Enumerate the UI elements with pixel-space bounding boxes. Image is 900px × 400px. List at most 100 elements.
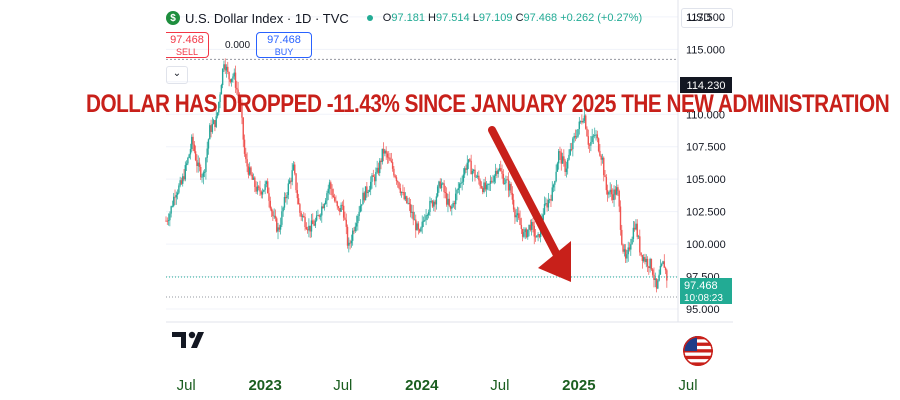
candle-body <box>568 154 570 160</box>
candle-body <box>297 198 300 205</box>
candle-body <box>438 181 440 187</box>
sell-label: SELL <box>175 47 199 57</box>
candle-body <box>290 180 292 182</box>
candle-body <box>497 170 499 174</box>
tradingview-logo-icon[interactable] <box>172 330 212 350</box>
last-price-value: 97.468 <box>684 280 718 292</box>
candle-body <box>464 168 466 175</box>
candle-body <box>237 89 239 97</box>
candle-body <box>648 266 650 269</box>
candle-body <box>219 94 221 103</box>
candle-body <box>538 234 541 237</box>
candle-body <box>354 226 356 232</box>
candle-body <box>228 72 230 80</box>
candle-body <box>505 179 507 184</box>
candle-body <box>536 235 538 238</box>
us-flag-icon[interactable] <box>683 336 713 366</box>
candle-body <box>537 234 539 236</box>
candle-body <box>530 222 533 230</box>
currency-select[interactable]: USD ⌄ <box>681 8 733 28</box>
time-axis[interactable]: Jul 2023 Jul 2024 Jul 2025 Jul <box>177 377 698 394</box>
candle-body <box>453 203 456 205</box>
candle-body <box>200 166 202 178</box>
candle-body <box>560 152 562 164</box>
candle-body <box>242 117 244 140</box>
candle-body <box>357 216 359 224</box>
candle-body <box>460 183 462 184</box>
candle-body <box>267 181 269 194</box>
candle-body <box>550 199 552 201</box>
candle-body <box>606 190 609 195</box>
candle-body <box>594 135 596 136</box>
candle-body <box>507 179 510 191</box>
candle-body <box>470 160 472 175</box>
candle-body <box>633 227 636 230</box>
candle-body <box>583 115 586 121</box>
candle-body <box>475 176 477 178</box>
candle-body <box>658 274 660 281</box>
sell-button[interactable]: 97.468 SELL <box>166 32 209 58</box>
candle-body <box>169 213 171 221</box>
candle-body <box>314 220 317 226</box>
candle-body <box>251 174 253 180</box>
y-tick-label: 110.000 <box>686 109 725 121</box>
candle-body <box>381 148 384 163</box>
candle-body <box>210 125 212 132</box>
candle-body <box>349 242 351 244</box>
candle-body <box>371 175 373 182</box>
price-axis[interactable]: 117.500115.000112.500110.000107.500105.0… <box>686 12 726 316</box>
candle-body <box>520 224 523 229</box>
candle-body <box>465 168 467 170</box>
candle-body <box>644 257 646 263</box>
last-price-label: 97.468 10:08:23 <box>680 278 732 304</box>
candle-body <box>476 175 479 177</box>
candle-body <box>548 199 551 201</box>
candle-body <box>547 199 550 208</box>
candle-body <box>436 186 439 197</box>
candle-body <box>300 212 302 217</box>
candle-body <box>511 192 514 200</box>
candle-body <box>225 66 228 71</box>
candle-body <box>194 151 197 161</box>
candle-body <box>416 223 418 231</box>
candle-body <box>384 150 386 154</box>
candle-body <box>201 176 203 178</box>
candle-body <box>408 202 411 205</box>
candle-body <box>296 190 299 199</box>
candle-body <box>657 280 659 289</box>
symbol-header[interactable]: $ U.S. Dollar Index · 1D · TVC O97.181 H… <box>166 9 642 27</box>
candle-body <box>559 151 561 153</box>
candle-body <box>452 203 454 207</box>
candle-body <box>214 120 216 127</box>
candle-body <box>333 197 336 201</box>
buy-button[interactable]: 97.468 BUY <box>256 32 312 58</box>
candle-body <box>277 227 279 232</box>
candle-body <box>382 148 385 154</box>
candle-body <box>285 197 287 199</box>
candle-body <box>274 215 277 219</box>
collapse-toggle[interactable]: ⌄ <box>166 66 188 84</box>
candle-body <box>238 96 241 103</box>
candle-body <box>304 217 306 228</box>
dollar-sign-icon: $ <box>166 11 180 25</box>
candle-body <box>619 206 622 230</box>
candle-body <box>341 204 344 206</box>
candle-body <box>370 181 372 190</box>
candle-body <box>561 156 564 164</box>
candle-body <box>474 169 476 178</box>
candle-body <box>660 264 663 266</box>
candle-body <box>331 188 333 196</box>
candle-body <box>655 278 658 289</box>
candle-body <box>479 180 481 187</box>
candle-body <box>276 218 278 232</box>
candle-body <box>407 202 409 204</box>
candle-body <box>614 189 617 195</box>
candle-body <box>586 128 588 137</box>
candle-body <box>444 192 447 193</box>
candle-body <box>555 171 557 182</box>
candle-body <box>351 230 354 241</box>
candle-body <box>223 64 225 69</box>
candle-body <box>380 160 382 163</box>
candle-body <box>563 156 565 161</box>
